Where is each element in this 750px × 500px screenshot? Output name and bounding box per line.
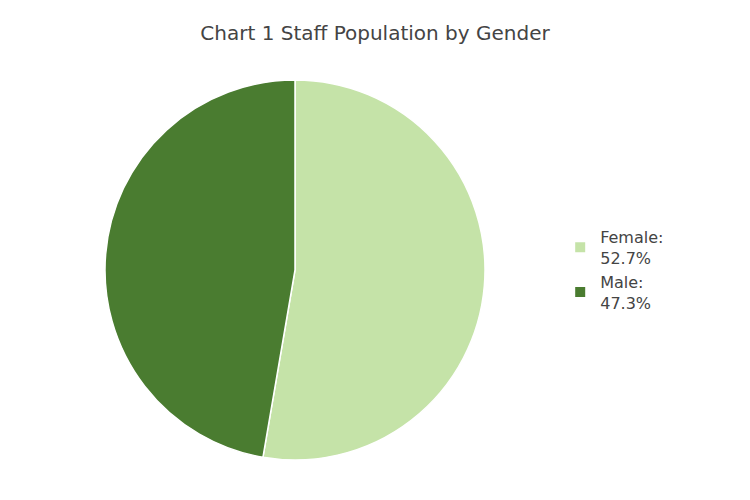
svg-text:Female:52.7%: Female:52.7% (600, 228, 663, 268)
svg-text:Male:47.3%: Male:47.3% (600, 273, 651, 313)
svg-text:Chart 1 Staff Population by Ge: Chart 1 Staff Population by Gender (200, 21, 550, 45)
